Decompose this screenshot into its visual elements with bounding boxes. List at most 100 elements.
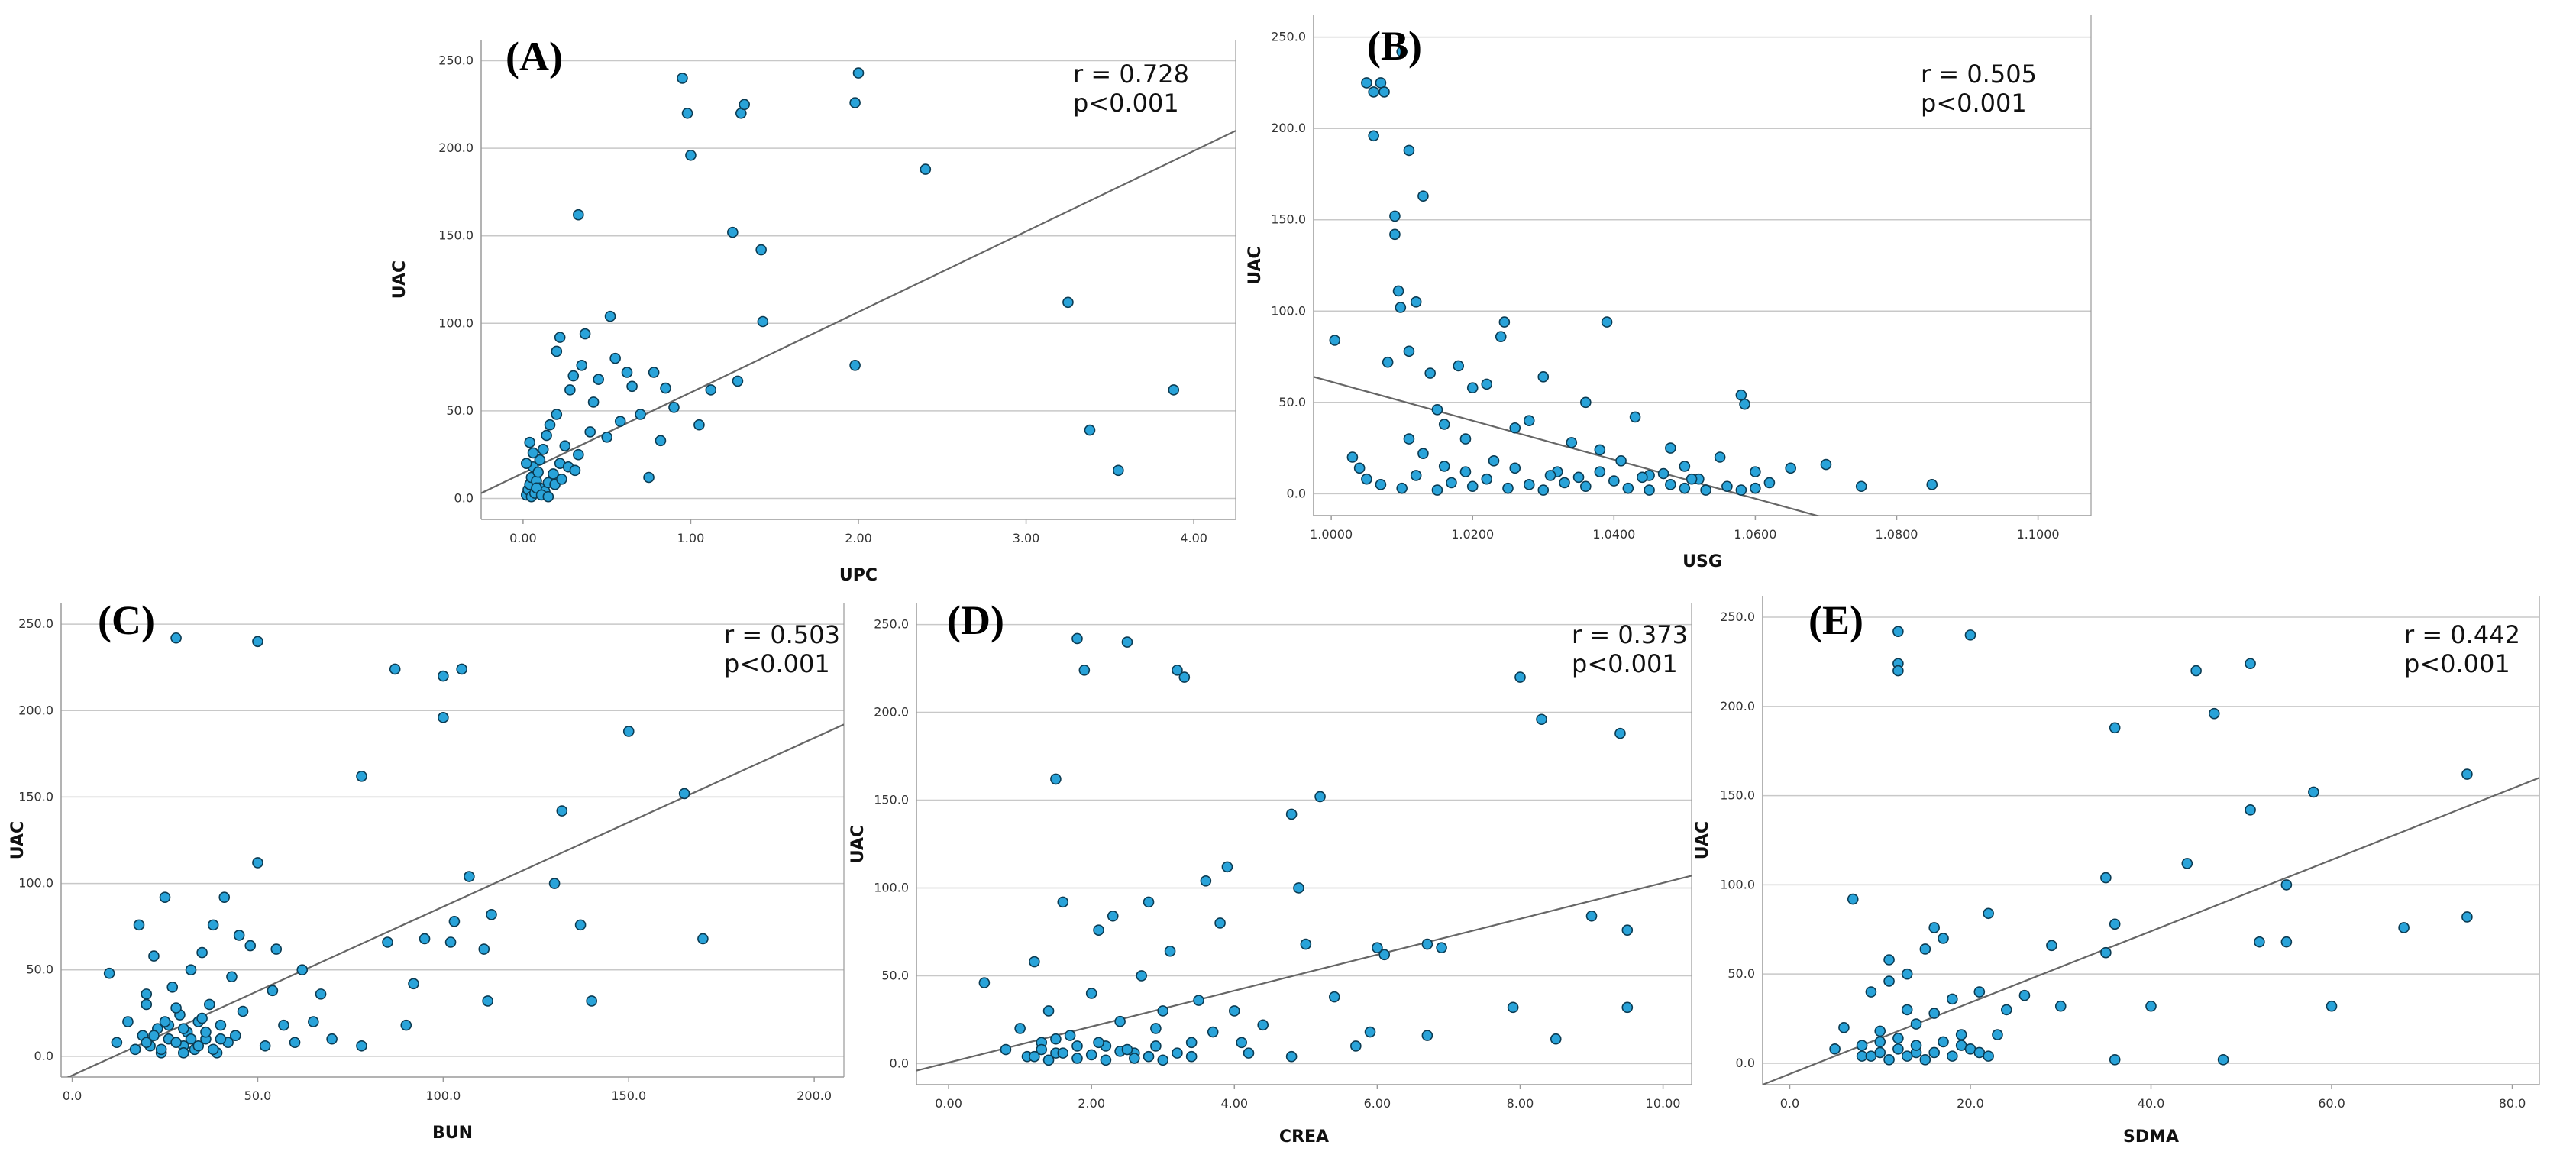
panel-e-x-axis-label: SDMA (2123, 1127, 2179, 1147)
panel-a-r-value: r = 0.728 (1073, 60, 1189, 89)
panel-a-data-point (621, 367, 633, 378)
panel-c-x-tick-label: 150.0 (611, 1088, 646, 1103)
panel-a-data-point (635, 409, 646, 420)
panel-b-data-point (1375, 479, 1387, 490)
panel-c-data-point (207, 1043, 219, 1056)
panel-d-data-point (1236, 1037, 1247, 1049)
panel-d-data-point (1085, 1049, 1097, 1061)
panel-c-data-point (230, 1030, 241, 1041)
panel-a-data-point (573, 209, 584, 221)
panel-d-data-point (978, 977, 991, 988)
panel-e-data-point (1947, 1050, 1958, 1062)
panel-a-data-point (584, 426, 596, 438)
panel-a-data-point (541, 429, 552, 442)
panel-c-data-point (678, 788, 690, 800)
panel-c-data-point (574, 919, 587, 931)
panel-d-data-point (1285, 808, 1298, 820)
panel-d-data-point (1614, 727, 1626, 739)
panel-a-data-point (1062, 296, 1074, 309)
panel-a-p-value: p<0.001 (1073, 89, 1179, 118)
panel-e-data-point (1938, 933, 1949, 944)
panel-e-data-point (2254, 936, 2265, 948)
panel-b-data-point (1735, 389, 1747, 401)
panel-e-data-point (1901, 968, 1913, 980)
panel-a-data-point (609, 352, 621, 364)
panel-d-y-tick-label: 50.0 (881, 968, 909, 982)
panel-d-data-point (1257, 1019, 1269, 1031)
panel-d-data-point (1207, 1026, 1219, 1038)
panel-c-y-tick-label: 100.0 (18, 876, 53, 891)
panel-e-data-point (2245, 658, 2256, 670)
panel-b-data-point (1361, 77, 1372, 89)
panel-b-data-point (1700, 484, 1711, 496)
panel-c: 0.0 50.0 100.0 150.0 200.0 250.0 0.0 50.0 100.0 1… (8, 597, 845, 1143)
panel-e-data-point (2461, 911, 2473, 923)
panel-e-data-point (2217, 1053, 2229, 1066)
panel-d-data-point (1193, 995, 1204, 1006)
panel-a-data-point (532, 466, 544, 478)
panel-d-y-tick-label: 200.0 (874, 705, 909, 720)
panel-e-y-tick-label: 200.0 (1720, 699, 1755, 713)
panel-a-data-point (556, 473, 567, 485)
panel-e-x-tick-label: 40.0 (2138, 1096, 2165, 1111)
panel-e-data-point (1955, 1029, 1967, 1040)
panel-e-p-value: p<0.001 (2404, 649, 2510, 678)
panel-c-data-point (178, 1047, 189, 1059)
panel-b-data-point (1417, 448, 1429, 460)
panel-e-data-point (1919, 943, 1931, 955)
panel-c-x-axis-label: BUN (432, 1124, 473, 1143)
panel-e-data-point (1883, 975, 1895, 987)
panel-c-data-point (456, 663, 467, 675)
panel-c-data-point (185, 964, 197, 976)
panel-e-data-point (1910, 1040, 1922, 1051)
panel-b-data-point (1523, 415, 1535, 426)
panel-a-data-point (573, 448, 584, 461)
panel-b-data-point (1785, 462, 1796, 474)
panel-c-data-point (170, 1037, 182, 1049)
panel-e-data-point (2461, 768, 2473, 780)
panel-c-data-point (419, 933, 431, 945)
panel-c-data-point (103, 967, 115, 979)
panel-e-data-point (1919, 1053, 1931, 1066)
panel-c-data-point (622, 726, 635, 737)
panel-c-data-point (408, 978, 419, 990)
panel-b-data-point (1368, 86, 1379, 98)
panel-d-x-tick-label: 6.00 (1364, 1096, 1391, 1111)
panel-c-data-point (196, 1012, 208, 1024)
panel-d-data-point (1214, 917, 1226, 929)
panel-c-data-point (308, 1016, 319, 1027)
panel-d-data-point (1036, 1043, 1048, 1056)
panel-e-x-tick-label: 20.0 (1957, 1096, 1984, 1111)
panel-b-data-point (1396, 482, 1408, 494)
panel-a-data-point (705, 384, 717, 396)
panel-c-data-point (548, 878, 561, 889)
panel-e-data-point (1938, 1036, 1949, 1048)
panel-c-data-point (207, 919, 219, 931)
panel-b-data-point (1686, 473, 1698, 485)
panel-b-data-point (1615, 454, 1627, 467)
panel-b-data-point (1665, 442, 1676, 454)
panel-b-p-value: p<0.001 (1921, 89, 2027, 118)
panel-b-data-point (1346, 451, 1359, 463)
panel-c-data-point (270, 943, 283, 955)
panel-b-data-point (1495, 331, 1507, 343)
panel-c-data-point (226, 971, 238, 983)
panel-c-data-point (192, 1040, 205, 1052)
panel-a-data-point (551, 409, 563, 420)
panel-b-data-point (1637, 471, 1648, 484)
panel-e-data-point (1874, 1036, 1886, 1048)
panel-e-data-point (1928, 1008, 1940, 1019)
panel-b-data-point (1665, 479, 1676, 490)
panel-a-data-point (542, 490, 554, 503)
panel-e-data-point (1874, 1025, 1886, 1037)
panel-e-data-point (2145, 1000, 2157, 1012)
panel-e: 0.0 50.0 100.0 150.0 200.0 250.0 0.0 20.0 40.0 60… (1693, 596, 2540, 1147)
panel-c-data-point (464, 871, 475, 882)
panel-e-data-point (2308, 786, 2319, 798)
panel-b-data-point (1481, 378, 1493, 390)
panel-c-data-point (482, 995, 493, 1007)
panel-e-data-point (2181, 858, 2193, 869)
panel-a-data-point (648, 367, 660, 378)
panel-a-data-point (643, 471, 655, 484)
panel-a-y-tick-label: 0.0 (454, 490, 474, 505)
